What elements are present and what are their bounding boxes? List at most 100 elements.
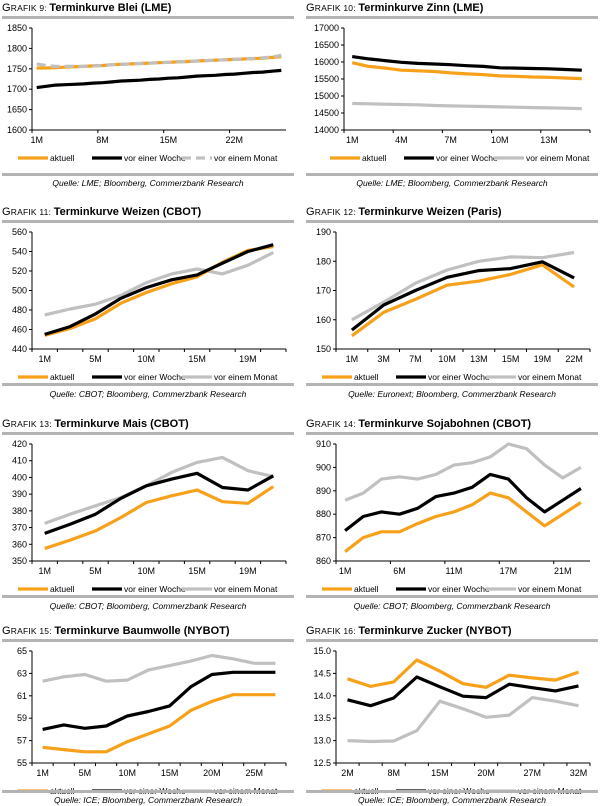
- series-line-monat: [44, 455, 274, 525]
- series-line-aktuell: [351, 61, 582, 81]
- chart-source: Quelle: ICE; Bloomberg, Commerzbank Rese…: [53, 795, 243, 805]
- y-tick-label: 360: [12, 539, 27, 549]
- y-tick-label: 13.0: [313, 736, 331, 746]
- series-line-aktuell: [44, 485, 275, 551]
- chart-prefix: GRAFIK 14:: [306, 418, 356, 430]
- y-tick-label: 16500: [314, 40, 339, 50]
- source-rule: [2, 790, 294, 793]
- x-tick-label: 1M: [346, 135, 359, 145]
- title-rule: [2, 432, 294, 435]
- x-tick-label: 13M: [470, 354, 488, 364]
- source-rule: [306, 790, 598, 793]
- legend-label-woche: vor einer Woche: [124, 153, 186, 163]
- y-tick-label: 1650: [7, 105, 27, 115]
- y-tick-label: 65: [17, 646, 27, 656]
- title-rule: [2, 639, 294, 642]
- x-tick-label: 5M: [79, 768, 92, 778]
- y-tick-label: 350: [12, 556, 27, 566]
- y-tick-label: 380: [12, 506, 27, 516]
- legend-label-woche: vor einer Woche: [428, 584, 490, 594]
- chart-source: Quelle: ICE; Bloomberg, Commerzbank Rese…: [357, 795, 547, 805]
- legend-label-monat: vor einem Monat: [214, 372, 278, 382]
- chart-g15: 5557596163651M5M10M15M20M25Maktuellvor e…: [17, 646, 287, 796]
- legend-label-woche: vor einer Woche: [124, 584, 186, 594]
- x-tick-label: 10M: [118, 768, 136, 778]
- x-tick-label: 15M: [188, 354, 206, 364]
- y-tick-label: 16000: [314, 57, 339, 67]
- legend-label-aktuell: aktuell: [50, 372, 75, 382]
- chart-title: GRAFIK 12: Terminkurve Weizen (Paris): [306, 206, 502, 218]
- legend-label-monat: vor einem Monat: [214, 584, 278, 594]
- chart-title-text: Terminkurve Zinn (LME): [358, 2, 484, 14]
- y-tick-label: 63: [17, 668, 27, 678]
- chart-source: Quelle: CBOT; Bloomberg, Commerzbank Res…: [49, 601, 247, 611]
- x-tick-label: 17M: [500, 566, 518, 576]
- y-tick-label: 500: [12, 286, 27, 296]
- y-tick-label: 410: [12, 456, 27, 466]
- y-tick-label: 55: [17, 758, 27, 768]
- x-tick-label: 13M: [540, 135, 558, 145]
- title-rule: [306, 220, 598, 223]
- source-rule: [2, 173, 294, 176]
- legend-label-aktuell: aktuell: [362, 153, 387, 163]
- x-tick-label: 19M: [534, 354, 552, 364]
- y-tick-label: 17000: [314, 23, 339, 33]
- x-tick-label: 25M: [245, 768, 263, 778]
- x-tick-label: 8M: [96, 135, 109, 145]
- x-tick-label: 6M: [393, 566, 406, 576]
- chart-prefix: GRAFIK 15:: [2, 625, 52, 637]
- y-tick-label: 870: [316, 533, 331, 543]
- series-line-monat: [42, 653, 276, 683]
- series-line-monat: [344, 442, 582, 502]
- series-line-monat: [347, 695, 579, 744]
- chart-title-text: Terminkurve Zucker (NYBOT): [358, 625, 512, 637]
- chart-title-text: Terminkurve Baumwolle (NYBOT): [54, 625, 230, 637]
- legend-label-woche: vor einer Woche: [436, 153, 498, 163]
- y-tick-label: 540: [12, 247, 27, 257]
- y-tick-label: 61: [17, 691, 27, 701]
- x-tick-label: 1M: [339, 566, 352, 576]
- legend-label-aktuell: aktuell: [354, 372, 379, 382]
- chart-source: Quelle: Euronext; Bloomberg, Commerzbank…: [348, 389, 556, 399]
- x-tick-label: 22M: [226, 135, 244, 145]
- y-tick-label: 900: [316, 462, 331, 472]
- y-tick-label: 480: [12, 305, 27, 315]
- chart-title: GRAFIK 11: Terminkurve Weizen (CBOT): [2, 206, 201, 218]
- chart-title-text: Terminkurve Sojabohnen (CBOT): [358, 418, 532, 430]
- x-tick-label: 2M: [341, 768, 354, 778]
- x-tick-label: 1M: [38, 566, 51, 576]
- chart-prefix: GRAFIK 9:: [2, 2, 47, 14]
- chart-title: GRAFIK 10: Terminkurve Zinn (LME): [306, 2, 483, 14]
- y-tick-label: 14000: [314, 125, 339, 135]
- x-tick-label: 32M: [570, 768, 588, 778]
- x-tick-label: 7M: [444, 135, 457, 145]
- chart-title: GRAFIK 13: Terminkurve Mais (CBOT): [2, 418, 189, 430]
- chart-source: Quelle: CBOT; Bloomberg, Commerzbank Res…: [353, 601, 551, 611]
- chart-prefix: GRAFIK 11:: [2, 206, 52, 218]
- series-line-monat: [36, 53, 282, 69]
- x-tick-label: 11M: [446, 566, 463, 576]
- x-tick-label: 27M: [524, 768, 542, 778]
- y-tick-label: 14.0: [313, 691, 331, 701]
- y-tick-label: 440: [12, 344, 27, 354]
- source-rule: [306, 383, 598, 386]
- series-line-woche: [347, 675, 579, 708]
- x-tick-label: 1M: [36, 768, 49, 778]
- y-tick-label: 13.5: [313, 713, 331, 723]
- chart-g11: 440 460 480 500 520 540 560 1M 5M 10M 15M 19M aktuel…: [12, 227, 287, 382]
- x-tick-label: 4M: [395, 135, 408, 145]
- y-tick-label: 15.0: [313, 646, 331, 656]
- y-tick-label: 880: [316, 509, 331, 519]
- source-rule: [2, 383, 294, 386]
- x-tick-label: 19M: [239, 354, 257, 364]
- series-line-woche: [42, 670, 276, 731]
- x-tick-label: 5M: [89, 566, 102, 576]
- series-line-monat: [352, 101, 582, 111]
- legend-label-aktuell: aktuell: [354, 584, 379, 594]
- source-rule: [306, 595, 598, 598]
- chart-source: Quelle: LME; Bloomberg, Commerzbank Rese…: [52, 178, 244, 188]
- title-rule: [306, 16, 598, 19]
- y-tick-label: 460: [12, 325, 27, 335]
- legend-label-woche: vor einer Woche: [428, 372, 490, 382]
- x-tick-label: 10M: [438, 354, 456, 364]
